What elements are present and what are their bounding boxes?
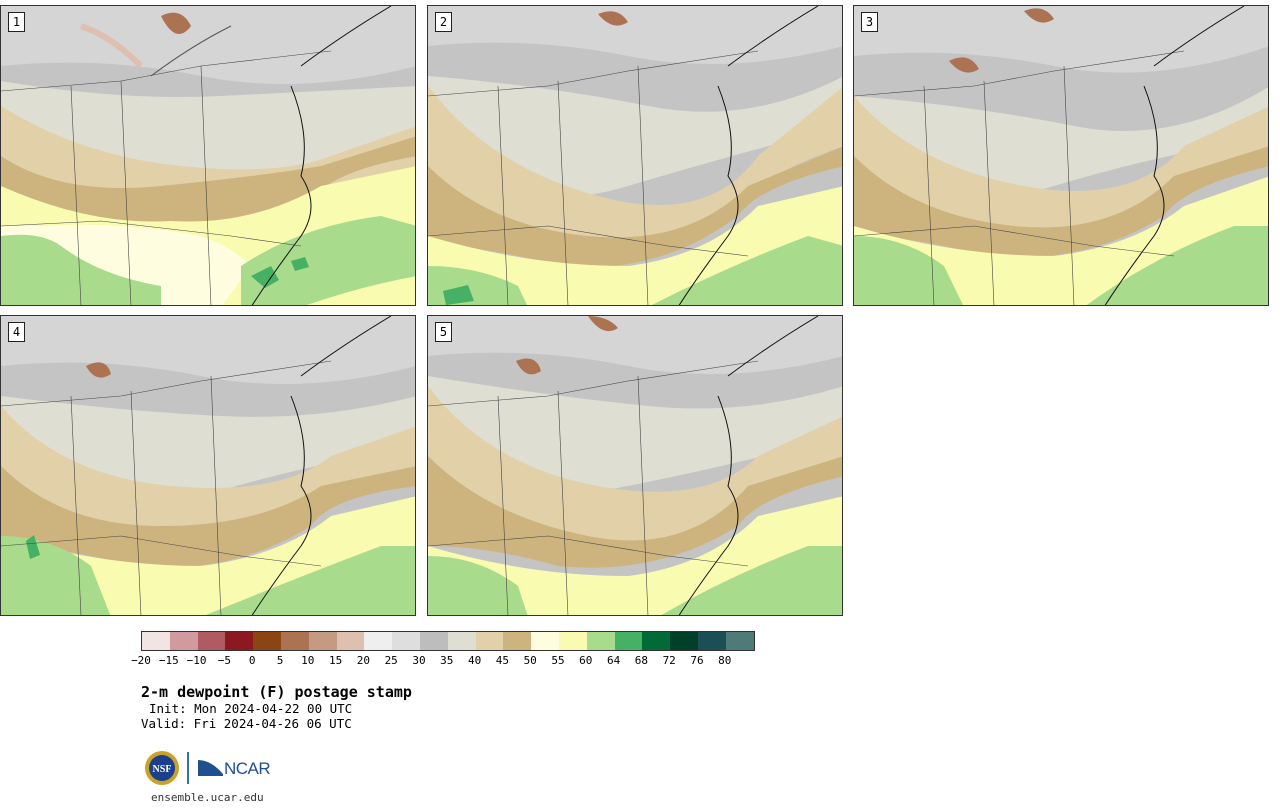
- colorbar-tick-label: 15: [328, 654, 343, 667]
- dewpoint-map: [854, 6, 1268, 305]
- ncar-logo-text: NCAR: [224, 759, 271, 778]
- logo-divider: [187, 752, 189, 784]
- colorbar-swatch: [197, 632, 226, 650]
- panel-number: 1: [8, 12, 25, 32]
- colorbar-tick-label: 80: [718, 654, 732, 667]
- colorbar-swatch: [169, 632, 198, 650]
- ncar-logo-icon: [198, 760, 223, 776]
- colorbar-swatch: [308, 632, 337, 650]
- colorbar-swatch: [280, 632, 309, 650]
- colorbar-swatch: [697, 632, 726, 650]
- colorbar-tick-label: 30: [412, 654, 426, 667]
- colorbar-tick-label: 45: [495, 654, 510, 667]
- panel-number: 5: [435, 322, 452, 342]
- colorbar-tick-label: 0: [248, 654, 256, 667]
- colorbar-tick-label: 76: [690, 654, 704, 667]
- colorbar-tick-label: 25: [384, 654, 398, 667]
- colorbar-tick-label: −10: [186, 654, 207, 667]
- colorbar-swatch: [142, 632, 170, 650]
- panel-number: 3: [861, 12, 878, 32]
- colorbar-swatch: [670, 632, 698, 650]
- map-panel-4: 4: [0, 315, 416, 616]
- map-panel-3: 3: [853, 5, 1269, 306]
- colorbar-tick-label: 72: [662, 654, 676, 667]
- nsf-logo-icon: NSF: [145, 751, 179, 785]
- colorbar-swatch: [419, 632, 448, 650]
- colorbar-tick-label: 10: [301, 654, 315, 667]
- colorbar-tick-label: 5: [276, 654, 284, 667]
- colorbar-tick-label: 40: [467, 654, 482, 667]
- colorbar-swatch: [614, 632, 643, 650]
- colorbar-tick-label: 68: [634, 654, 649, 667]
- map-panel-2: 2: [427, 5, 843, 306]
- colorbar-swatch: [253, 632, 281, 650]
- dewpoint-map: [1, 316, 415, 615]
- colorbar-tick-label: 35: [440, 654, 454, 667]
- colorbar-tick-label: 20: [356, 654, 371, 667]
- colorbar-swatch: [475, 632, 504, 650]
- panel-number: 2: [435, 12, 452, 32]
- colorbar-swatch: [447, 632, 476, 650]
- colorbar-swatch: [531, 632, 559, 650]
- init-time: Init: Mon 2024-04-22 00 UTC: [149, 701, 353, 716]
- dewpoint-map: [1, 6, 415, 305]
- colorbar-tick-label: 64: [606, 654, 621, 667]
- panel-number: 4: [8, 322, 25, 342]
- colorbar-ticks: −20 −15 −10 −5 0 5 10 15 20 25 30 35 40 45 50 55 60 64 68 7…: [131, 654, 756, 668]
- colorbar-tick-label: −15: [158, 654, 179, 667]
- colorbar-swatch: [364, 632, 393, 650]
- colorbar-swatch: [586, 632, 615, 650]
- colorbar-swatch: [558, 632, 587, 650]
- colorbar-swatch: [392, 632, 420, 650]
- map-panel-5: 5: [427, 315, 843, 616]
- colorbar-tick-label: −5: [217, 654, 232, 667]
- colorbar-swatch: [503, 632, 532, 650]
- valid-time: Valid: Fri 2024-04-26 06 UTC: [141, 716, 352, 731]
- colorbar-swatch: [336, 632, 365, 650]
- svg-text:NSF: NSF: [153, 764, 172, 775]
- dewpoint-map: [428, 316, 842, 615]
- colorbar-tick-label: 55: [551, 654, 565, 667]
- colorbar-swatch: [225, 632, 254, 650]
- colorbar-tick-label: −20: [131, 654, 151, 667]
- colorbar: [141, 631, 755, 651]
- colorbar-tick-label: 50: [523, 654, 537, 667]
- colorbar-swatch: [642, 632, 671, 650]
- map-title: 2-m dewpoint (F) postage stamp: [141, 683, 412, 701]
- colorbar-tick-label: 60: [579, 654, 593, 667]
- map-panel-1: 1: [0, 5, 416, 306]
- colorbar-swatch: [725, 632, 754, 650]
- dewpoint-map: [428, 6, 842, 305]
- website-footer: ensemble.ucar.edu: [151, 791, 264, 804]
